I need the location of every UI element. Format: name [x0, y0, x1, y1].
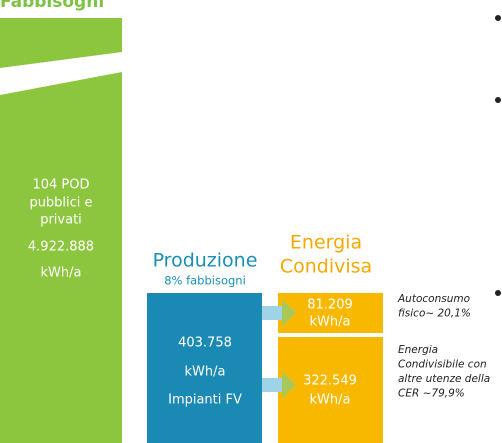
produzione-subtitle: 8% fabbisogni [164, 274, 246, 288]
produzione-line: Impianti FV [168, 393, 242, 408]
bullet [495, 290, 501, 296]
fabbisogni-line: pubblici e [29, 196, 92, 211]
condivisa-value: kWh/a [310, 315, 351, 330]
note: Energia [398, 344, 438, 356]
condivisa-value: kWh/a [310, 393, 351, 408]
note: Condivisibile con [398, 359, 487, 371]
title: Fabbisogni [0, 0, 104, 12]
condivisa-value: 81.209 [307, 298, 353, 313]
condivisa-text: 81.209 kWh/a Autoconsumo fisico~ 20,1% 322.5… [303, 293, 490, 408]
green-column [0, 72, 122, 443]
produzione-title: Produzione [153, 250, 258, 272]
note: CER ~79,9% [398, 388, 465, 400]
orange-box [278, 337, 383, 443]
note: fisico~ 20,1% [398, 308, 471, 320]
produzione-line: kWh/a [185, 365, 226, 380]
fabbisogni-line: 4.922.888 [28, 240, 94, 255]
arrow-head [282, 372, 296, 398]
condivisa-value: 322.549 [303, 374, 357, 389]
bullet [495, 15, 501, 21]
fabbisogni-line: kWh/a [41, 266, 82, 281]
condivisa-title: Condivisa [280, 256, 372, 278]
fabbisogni-line: privati [40, 213, 82, 228]
note: altre utenze della [398, 373, 490, 385]
note: Autoconsumo [397, 293, 470, 305]
produzione-line: 403.758 [178, 336, 232, 351]
bullet [495, 97, 501, 103]
produzione-box [147, 293, 262, 443]
fabbisogni-text: 104 POD pubblici e privati 4.922.888 kWh/a [28, 178, 94, 281]
produzione-text: 403.758 kWh/a Impianti FV [168, 336, 242, 408]
arrow-head [282, 300, 296, 326]
fabbisogni-line: 104 POD [32, 178, 89, 193]
condivisa-title: Energia [290, 232, 362, 254]
green-column-top [0, 18, 122, 68]
